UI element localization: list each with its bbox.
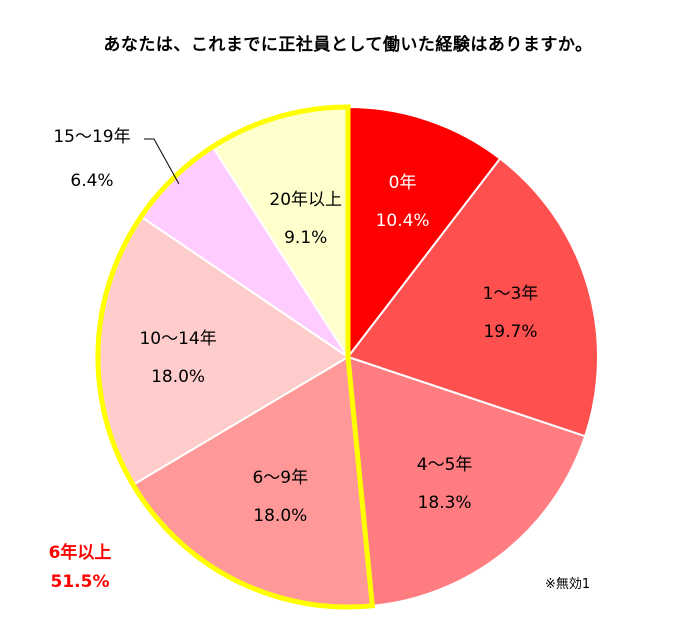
- slice-label-6: 20年以上: [269, 190, 342, 210]
- slice-percent-2: 18.3%: [418, 493, 472, 513]
- pie-slice-0: [347, 105, 502, 360]
- slice-label-2: 4～5年: [417, 455, 473, 475]
- slice-label-5: 15～19年: [53, 127, 130, 147]
- slice-label-0: 0年: [389, 173, 417, 193]
- highlight-outline: [95, 104, 376, 610]
- slice-percent-0: 10.4%: [376, 211, 430, 231]
- group-percent: 51.5%: [51, 572, 110, 592]
- chart-title: あなたは、これまでに正社員として働いた経験はありますか。: [103, 35, 593, 55]
- slice-percent-1: 19.7%: [483, 322, 537, 342]
- slice-percent-5: 6.4%: [70, 171, 113, 191]
- pie-slice-1: [346, 157, 599, 438]
- slice-percent-3: 18.0%: [253, 506, 307, 526]
- slice-percent-6: 9.1%: [284, 228, 327, 248]
- group-label: 6年以上: [49, 542, 112, 563]
- labels-layer: 0年 10.4% 1～3年 19.7% 4～5年 18.3% 6～9年 18.0…: [49, 127, 591, 592]
- leader-line-15-19: [144, 138, 180, 185]
- slice-label-1: 1～3年: [483, 284, 539, 304]
- slice-label-3: 6～9年: [252, 468, 308, 488]
- pie-slice-2: [346, 355, 587, 607]
- invalid-count-note: ※無効1: [545, 577, 590, 592]
- slice-label-4: 10～14年: [139, 329, 216, 349]
- slice-percent-4: 18.0%: [151, 367, 205, 387]
